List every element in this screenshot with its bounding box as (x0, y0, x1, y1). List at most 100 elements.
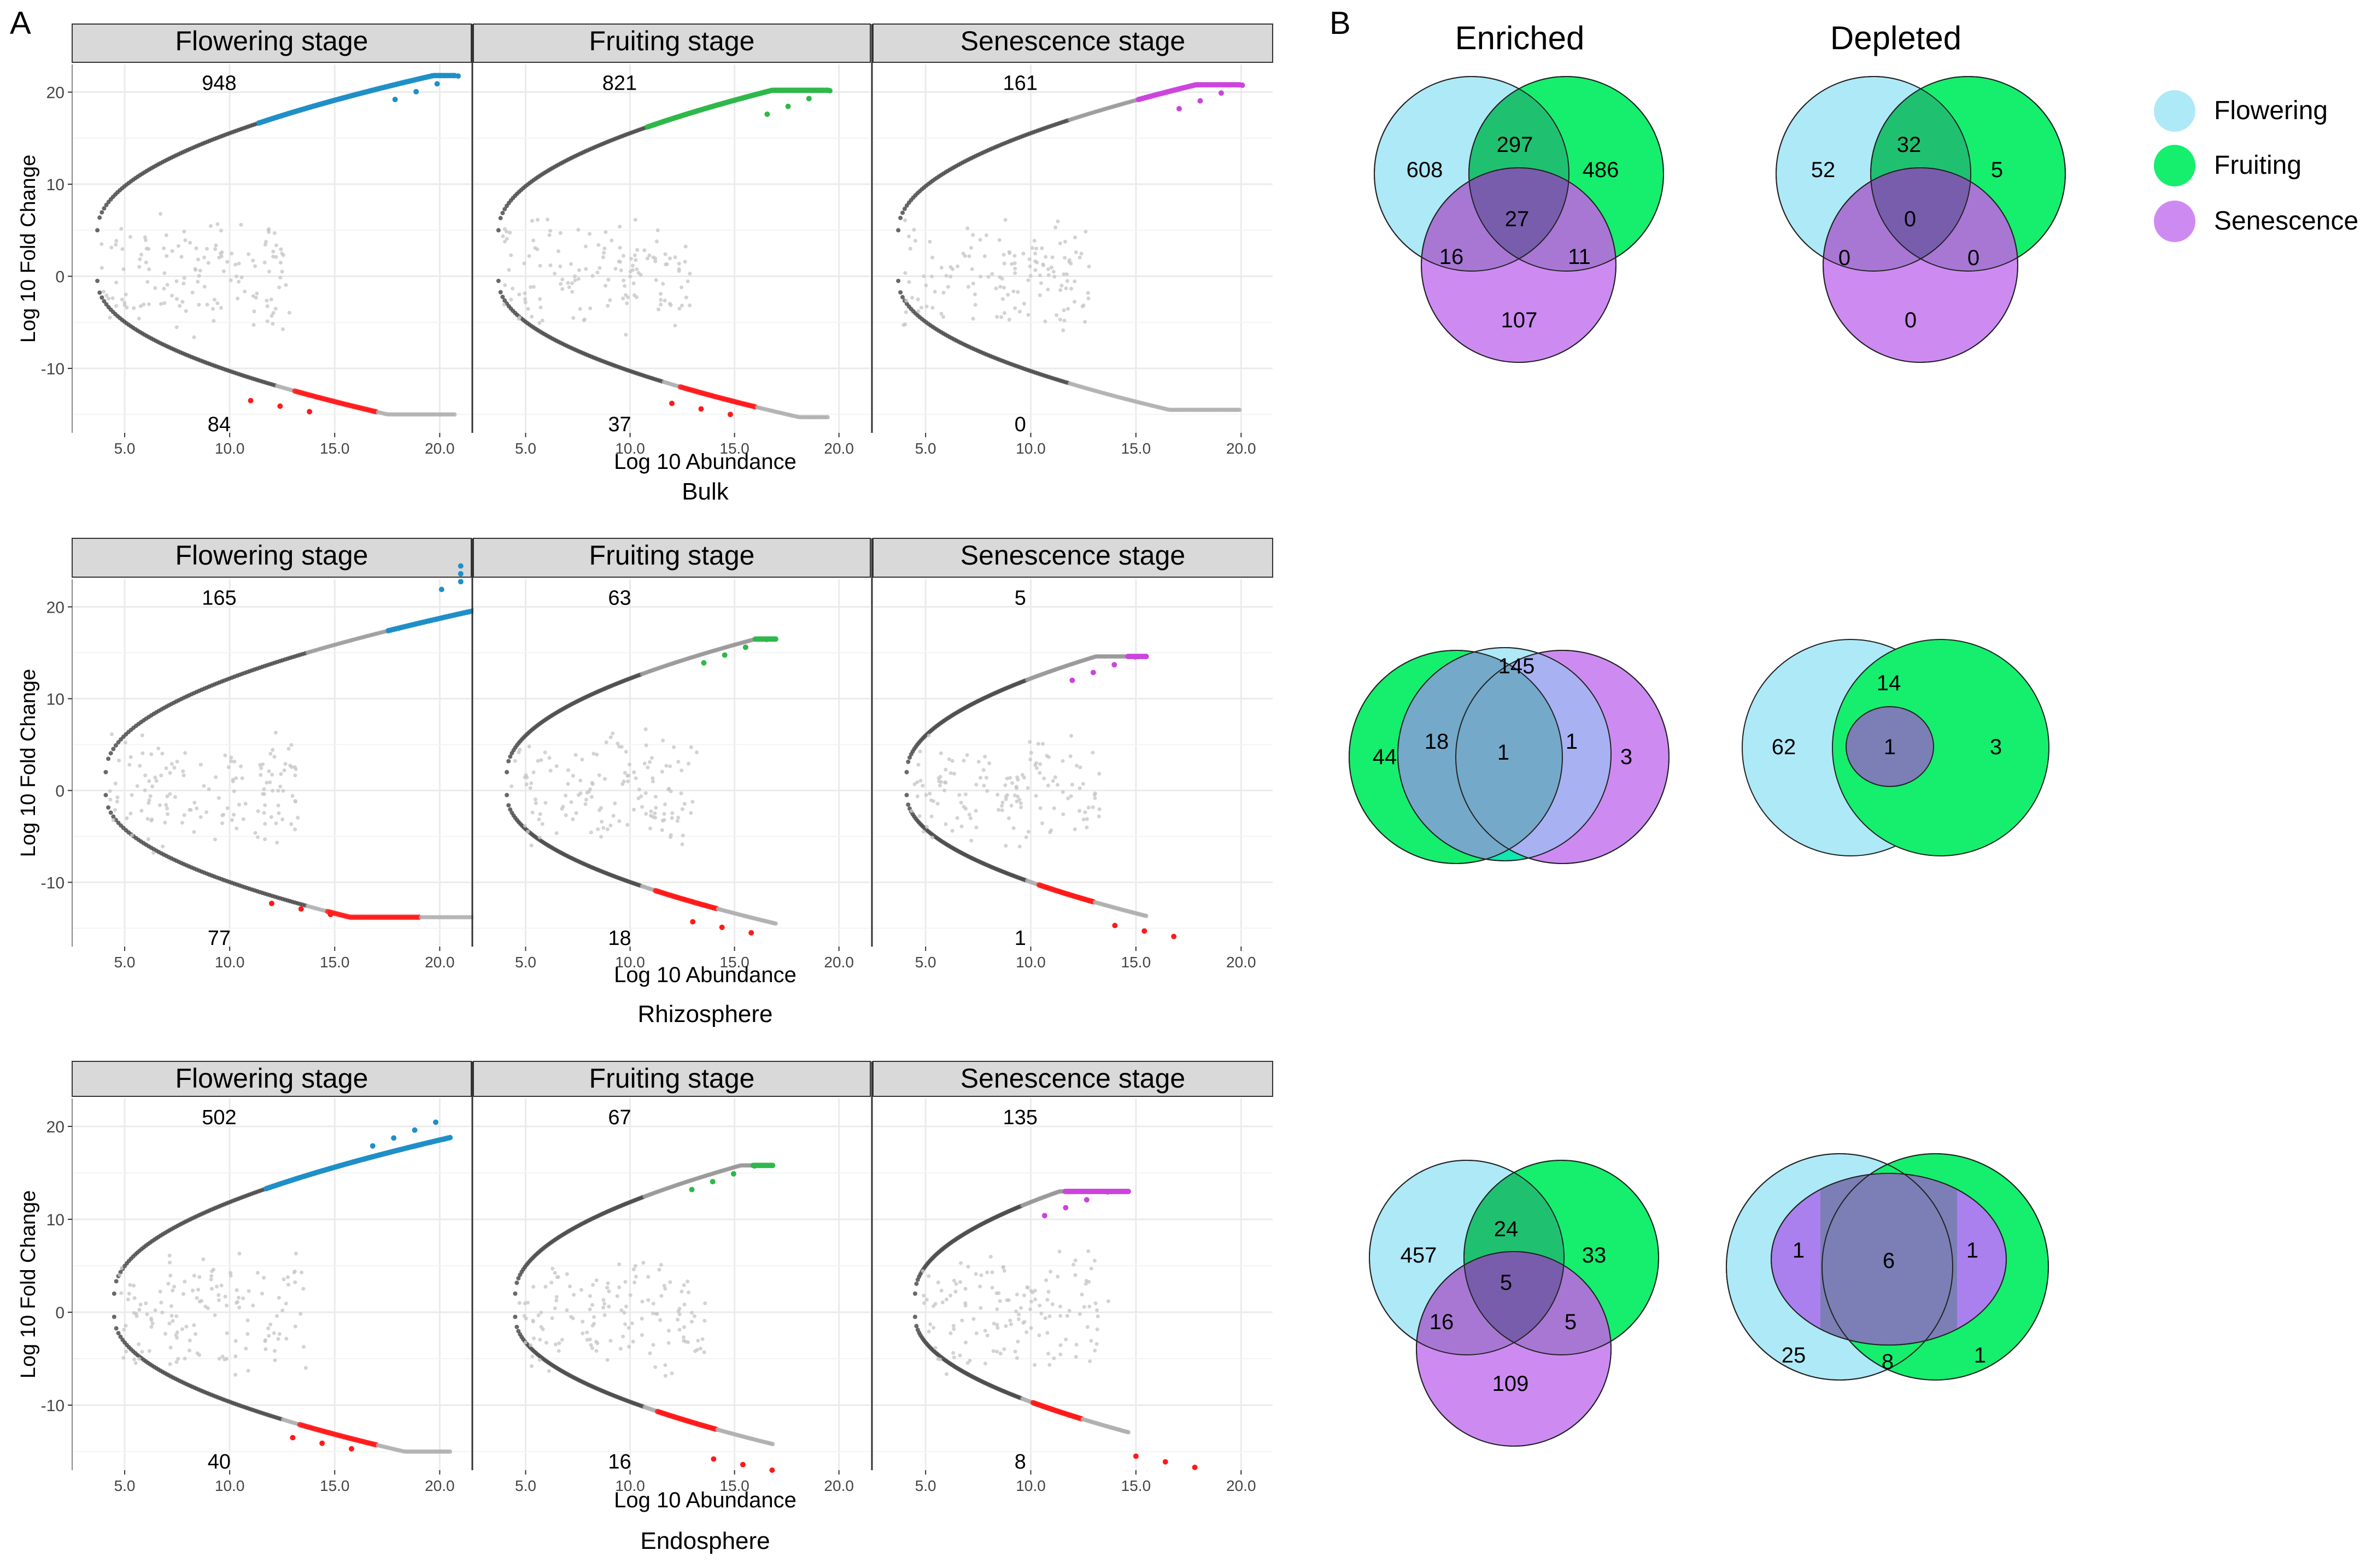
venn-value-all-three: 0 (1904, 207, 1916, 231)
nonsignificant-point (1096, 1314, 1100, 1318)
nonsignificant-point (268, 751, 273, 756)
nonsignificant-point (588, 1307, 592, 1312)
venn-value-senescence-only: 3 (1620, 745, 1632, 769)
nonsignificant-point (999, 315, 1004, 319)
nonsignificant-point (647, 253, 652, 257)
nonsignificant-point (120, 297, 124, 302)
nonsignificant-point (138, 1302, 143, 1307)
nonsignificant-point (952, 1355, 956, 1360)
nonsignificant-point (118, 1273, 122, 1277)
nonsignificant-point (99, 210, 104, 215)
nonsignificant-point (631, 1340, 635, 1344)
nonsignificant-point (194, 246, 198, 250)
nonsignificant-point (197, 1299, 202, 1303)
nonsignificant-point (1091, 750, 1095, 755)
nonsignificant-point (217, 1356, 221, 1361)
nonsignificant-point (946, 285, 950, 289)
nonsignificant-point (1069, 286, 1074, 291)
nonsignificant-point (557, 1349, 561, 1353)
nonsignificant-point (531, 238, 536, 243)
nonsignificant-point (651, 1311, 655, 1316)
nonsignificant-point (289, 743, 294, 747)
nonsignificant-point (963, 792, 968, 796)
nonsignificant-point (974, 1331, 979, 1336)
nonsignificant-point (109, 245, 114, 250)
nonsignificant-point (648, 1351, 652, 1355)
nonsignificant-point (296, 815, 300, 820)
nonsignificant-point (622, 1311, 626, 1315)
nonsignificant-point (143, 788, 147, 792)
nonsignificant-point (182, 230, 186, 234)
nonsignificant-point (534, 801, 538, 805)
nonsignificant-point (995, 1326, 1000, 1330)
nonsignificant-point (120, 247, 125, 251)
x-tick-label: 20.0 (824, 440, 854, 457)
nonsignificant-point (1044, 1278, 1049, 1283)
nonsignificant-point (571, 817, 575, 821)
nonsignificant-point (995, 315, 999, 319)
plot-background (72, 579, 471, 947)
nonsignificant-point (301, 1344, 306, 1349)
nonsignificant-point (955, 816, 959, 820)
nonsignificant-point (159, 302, 163, 306)
nonsignificant-point (511, 286, 515, 291)
nonsignificant-point (644, 743, 648, 748)
nonsignificant-point (553, 1271, 557, 1275)
nonsignificant-point (292, 765, 297, 770)
nonsignificant-point (675, 819, 680, 823)
nonsignificant-point (279, 772, 283, 776)
enriched-point (752, 1163, 758, 1169)
nonsignificant-point (679, 791, 683, 796)
nonsignificant-point (939, 751, 943, 755)
nonsignificant-point (938, 1357, 942, 1361)
nonsignificant-point (1066, 796, 1070, 801)
nonsignificant-point (232, 760, 237, 764)
venn-outline-senescence (1823, 167, 2018, 363)
facet-strip-title: Fruiting stage (589, 540, 755, 571)
nonsignificant-point (668, 1280, 672, 1284)
nonsignificant-point (664, 262, 668, 267)
nonsignificant-point (603, 777, 607, 781)
nonsignificant-point (687, 1290, 691, 1295)
nonsignificant-point (174, 1314, 179, 1318)
nonsignificant-point (939, 780, 944, 784)
nonsignificant-point (241, 817, 245, 821)
nonsignificant-point (183, 1356, 187, 1361)
nonsignificant-point (629, 256, 633, 261)
nonsignificant-point (111, 814, 116, 819)
nonsignificant-point (262, 811, 266, 815)
nonsignificant-point (940, 1300, 945, 1305)
nonsignificant-point (123, 741, 127, 745)
nonsignificant-point (514, 1324, 519, 1329)
nonsignificant-point (513, 1314, 518, 1319)
nonsignificant-point (924, 304, 929, 309)
nonsignificant-point (570, 281, 575, 285)
nonsignificant-point (164, 803, 168, 807)
nonsignificant-point (263, 837, 267, 842)
facet-strip-title: Senescence stage (960, 26, 1185, 56)
nonsignificant-point (602, 246, 607, 251)
venn-outline-senescence (1416, 1251, 1612, 1447)
nonsignificant-point (508, 807, 513, 812)
enriched-point (1132, 654, 1138, 660)
nonsignificant-point (1016, 1340, 1020, 1344)
x-tick-label: 15.0 (1121, 1477, 1151, 1494)
nonsignificant-point (590, 780, 594, 785)
x-tick-label: 15.0 (320, 1477, 350, 1494)
nonsignificant-point (1062, 318, 1067, 322)
nonsignificant-point (1006, 292, 1010, 297)
nonsignificant-point (680, 303, 684, 308)
nonsignificant-point (175, 1330, 179, 1335)
nonsignificant-point (167, 1322, 172, 1326)
nonsignificant-point (162, 286, 166, 291)
nonsignificant-point (933, 290, 937, 294)
nonsignificant-point (680, 768, 684, 773)
nonsignificant-point (527, 254, 531, 258)
enriched-point (458, 571, 464, 577)
depleted-point (248, 398, 254, 404)
nonsignificant-point (150, 817, 154, 821)
nonsignificant-point (990, 272, 994, 276)
nonsignificant-point (998, 285, 1003, 289)
nonsignificant-point (915, 794, 919, 798)
